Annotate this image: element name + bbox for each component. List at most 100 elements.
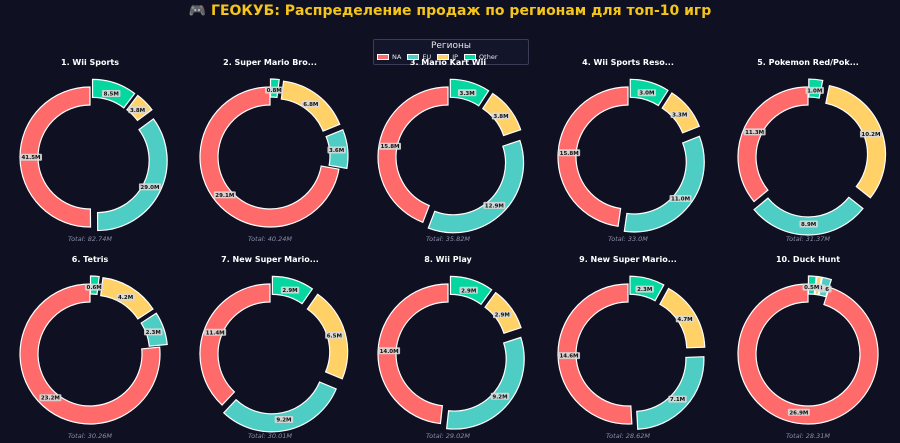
slice-label-bg xyxy=(799,220,818,228)
slice-label-text: 3.3M xyxy=(672,112,687,118)
chart-title: 7. New Super Mario... xyxy=(221,255,319,264)
chart-title: 4. Wii Sports Reso... xyxy=(582,58,674,67)
slice-label-text: 29.0M xyxy=(140,185,159,191)
slice-label-text: 0.8M xyxy=(267,88,282,94)
slice-label-na: 26.9M xyxy=(787,408,810,416)
slice-jp xyxy=(825,84,887,199)
slice-label-bg xyxy=(635,285,654,293)
slice-label-text: 3.0M xyxy=(639,91,654,97)
legend-swatch-na xyxy=(377,54,389,60)
slice-label-text: 2.3M xyxy=(637,287,652,293)
slice-label-jp: 3.8M xyxy=(491,112,511,120)
slice-label-eu: 9.2M xyxy=(490,392,510,400)
slice-label-bg xyxy=(457,89,477,97)
slice-label-text: 4.7M xyxy=(677,317,692,323)
slice-label-text: 3.8M xyxy=(493,114,508,120)
slice-label-bg xyxy=(637,89,657,97)
legend-swatch-other xyxy=(464,54,477,60)
slice-label-jp: 4.2M xyxy=(116,293,135,301)
slice-label-bg xyxy=(558,149,581,157)
slice-label-bg xyxy=(670,110,689,118)
slice-label-jp: 4.7M xyxy=(675,315,695,323)
slice-label-text: 9.2M xyxy=(492,394,507,400)
slice-label-jp: 6.5M xyxy=(325,331,344,339)
legend-swatch-eu xyxy=(407,54,420,60)
donut-chart-8: 8. Wii Play 14.0M 9.2M 2.9M 2.9M Total: 29.02… xyxy=(377,255,525,440)
slice-label-text: 10.2M xyxy=(861,132,880,138)
chart-title: 10. Duck Hunt xyxy=(776,255,840,264)
legend-title: Регионы xyxy=(430,41,472,51)
slice-label-text: 7.1M xyxy=(670,397,685,403)
chart-title: 1. Wii Sports xyxy=(61,58,119,67)
slice-label-bg xyxy=(39,394,62,402)
donut-chart-5: 5. Pokemon Red/Pok... 11.3M 8.9M 10.2M 1.0M T… xyxy=(737,58,887,243)
slice-label-bg xyxy=(491,112,511,120)
slice-label-na: 15.8M xyxy=(378,142,401,150)
slice-label-other: 3.0M xyxy=(637,89,657,97)
slice-label-bg xyxy=(378,142,401,150)
chart-total: Total: 82.74M xyxy=(68,235,112,243)
chart-total: Total: 35.82M xyxy=(426,235,470,243)
legend-label-eu: EU xyxy=(422,53,432,61)
slice-eu xyxy=(222,381,337,433)
slice-label-bg xyxy=(805,86,824,94)
slice-label-bg xyxy=(668,395,687,403)
slice-label-bg xyxy=(274,416,294,424)
slice-label-text: 8.5M xyxy=(104,91,119,97)
slice-label-bg xyxy=(459,286,478,294)
slice-label-eu: 9.2M xyxy=(274,416,294,424)
slice-label-text: 15.8M xyxy=(560,151,579,157)
slice-label-text: 2.9M xyxy=(282,288,297,294)
slice-eu xyxy=(636,356,705,430)
chart-title: 3. Mario Kart Wii xyxy=(410,58,486,67)
slice-label-bg xyxy=(102,89,121,97)
slice-na xyxy=(737,283,879,425)
slice-label-bg xyxy=(116,293,135,301)
slice-label-bg xyxy=(558,352,581,360)
slice-label-bg xyxy=(787,408,810,416)
slice-label-bg xyxy=(802,283,821,291)
slice-label-text: 23.2M xyxy=(41,396,60,402)
chart-total: Total: 40.24M xyxy=(248,235,292,243)
chart-total: Total: 31.37M xyxy=(786,235,830,243)
slice-label-eu: 3.6M xyxy=(327,146,346,154)
slice-label-bg xyxy=(301,100,321,108)
legend-item-na: NA xyxy=(377,53,401,61)
slice-label-na: 41.5M xyxy=(20,153,43,161)
slice-label-text: 8.9M xyxy=(801,222,816,228)
chart-total: Total: 33.0M xyxy=(608,235,648,243)
chart-total: Total: 28.62M xyxy=(606,432,650,440)
slice-label-jp: 3.8M xyxy=(128,106,147,114)
slice-label-other: 2.3M xyxy=(635,285,654,293)
donut-chart-2: 2. Super Mario Bro... 29.1M 3.6M 6.8M 0.8M To… xyxy=(199,58,349,243)
slice-label-na: 29.1M xyxy=(213,191,236,199)
slice-na xyxy=(557,86,629,227)
slice-na xyxy=(199,283,271,406)
donut-chart-1: 1. Wii Sports 41.5M 29.0M 3.8M 8.5M Total: 82… xyxy=(19,58,168,243)
slice-label-text: 26.9M xyxy=(789,410,808,416)
legend-label-jp: JP xyxy=(452,53,459,61)
donut-chart-9: 9. New Super Mario... 14.6M 7.1M 4.7M 2.3M To… xyxy=(557,255,706,440)
slice-label-bg xyxy=(490,392,510,400)
slice-label-bg xyxy=(138,183,161,191)
slice-label-jp: 2.9M xyxy=(493,311,512,319)
legend-item-other: Other xyxy=(464,53,498,61)
slice-eu xyxy=(96,118,168,232)
slice-label-na: 14.0M xyxy=(378,347,401,355)
slice-label-eu: 11.0M xyxy=(669,195,692,203)
slice-label-text: 0.6M xyxy=(87,285,102,291)
slice-label-other: 8.5M xyxy=(102,89,121,97)
slice-label-eu: 2.3M xyxy=(144,328,163,336)
chart-total: Total: 30.26M xyxy=(68,432,112,440)
legend-label-other: Other xyxy=(479,53,498,61)
slice-label-text: 14.6M xyxy=(559,354,578,360)
slice-label-bg xyxy=(325,331,344,339)
slice-label-bg xyxy=(859,130,882,138)
slice-label-bg xyxy=(264,86,284,94)
slice-na xyxy=(557,283,633,425)
slice-label-bg xyxy=(144,328,163,336)
chart-title: 2. Super Mario Bro... xyxy=(223,58,317,67)
slice-na xyxy=(19,283,161,425)
